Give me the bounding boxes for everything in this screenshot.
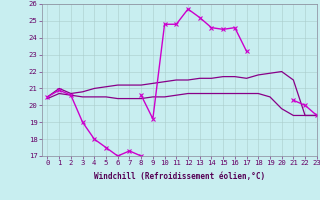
X-axis label: Windchill (Refroidissement éolien,°C): Windchill (Refroidissement éolien,°C): [94, 172, 265, 181]
